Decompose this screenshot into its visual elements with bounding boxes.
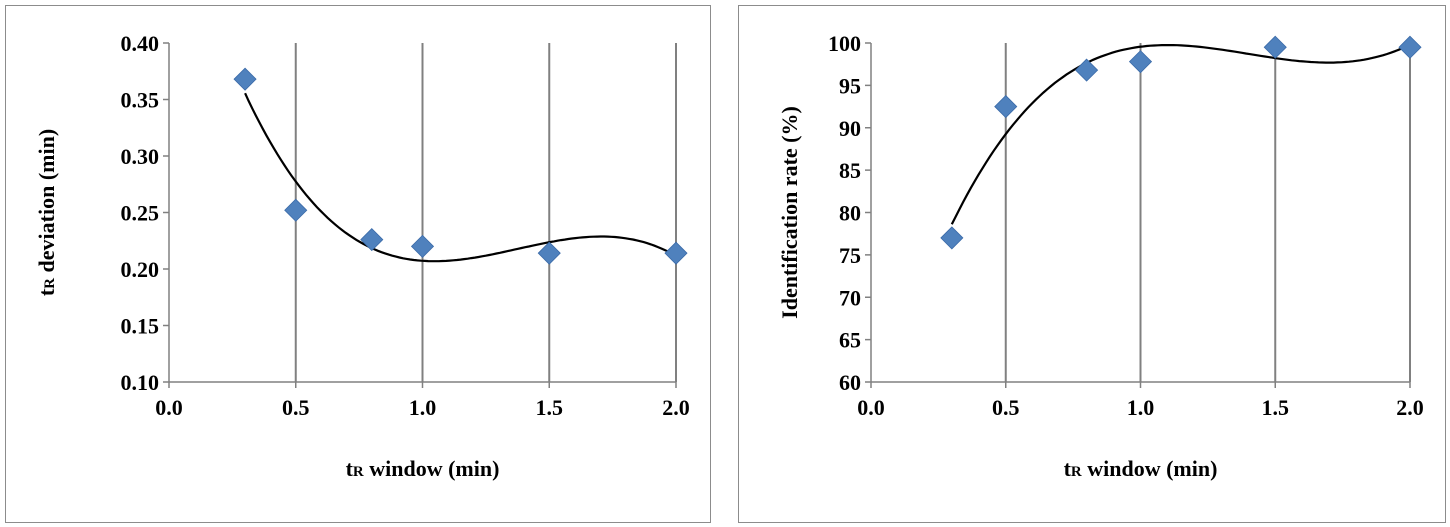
- y-tick-label: 0.40: [121, 31, 160, 56]
- chart-identification-svg: 60 65 70 75 80 85 90 95 100 0.0 0.5 1.0 1.5 2.0 tR win…: [777, 31, 1424, 481]
- x-tick-label: 2.0: [662, 395, 690, 420]
- y-tick-label: 0.20: [121, 257, 160, 282]
- y-tick-label: 100: [828, 31, 861, 56]
- x-tick-label: 1.5: [1262, 395, 1290, 420]
- x-tick-label: 2.0: [1396, 395, 1424, 420]
- y-axis-title-main: t: [34, 288, 59, 296]
- y-tick-label: 70: [839, 285, 861, 310]
- y-tick-label: 80: [839, 201, 861, 226]
- y-axis-title: tR deviation (min): [34, 129, 59, 296]
- y-axis-title-rest: deviation (min): [34, 129, 59, 278]
- data-point: [360, 228, 384, 252]
- data-point: [664, 241, 688, 265]
- data-point: [1398, 35, 1422, 59]
- data-point: [1128, 50, 1153, 74]
- y-axis-title-sub: R: [42, 278, 58, 289]
- x-tick-label: 1.0: [409, 395, 437, 420]
- x-axis-title-rest: window (min): [1082, 456, 1218, 481]
- y-tick-label: 85: [839, 158, 861, 183]
- y-tick-label: 0.25: [121, 201, 160, 226]
- x-axis-title: tR window (min): [1064, 456, 1218, 481]
- x-axis-title-sub: R: [353, 464, 364, 480]
- x-tick-label: 0.0: [155, 395, 183, 420]
- y-tick-label: 60: [839, 370, 861, 395]
- x-tick-label: 0.5: [992, 395, 1020, 420]
- x-tick-label: 0.0: [857, 395, 885, 420]
- y-tick-label: 95: [839, 73, 861, 98]
- data-point: [233, 67, 257, 91]
- data-point: [994, 94, 1018, 119]
- y-tick-label: 75: [839, 243, 861, 268]
- trendline: [244, 92, 677, 263]
- y-tick-label: 0.30: [121, 144, 160, 169]
- x-tick-label: 1.5: [536, 395, 564, 420]
- data-point: [537, 241, 561, 265]
- chart-panel-deviation: 0.10 0.15 0.20 0.25 0.30 0.35 0.40 0.0 0.5 1.0 1.5…: [5, 5, 711, 523]
- x-axis-title-sub: R: [1071, 464, 1082, 480]
- y-tick-label: 90: [839, 116, 861, 141]
- y-tick-label: 0.10: [121, 370, 160, 395]
- data-point: [284, 198, 308, 222]
- x-axis-title-main: t: [1064, 456, 1072, 481]
- x-tick-label: 1.0: [1127, 395, 1155, 420]
- data-point: [410, 234, 435, 258]
- x-tick-label: 0.5: [282, 395, 310, 420]
- data-point: [1263, 35, 1287, 59]
- chart-deviation-svg: 0.10 0.15 0.20 0.25 0.30 0.35 0.40 0.0 0.5 1.0 1.5…: [34, 31, 690, 481]
- data-point: [940, 226, 964, 250]
- y-axis-title-main: Identification rate (%): [777, 106, 802, 319]
- y-tick-label: 65: [839, 328, 861, 353]
- y-axis-title: Identification rate (%): [777, 106, 802, 319]
- data-point: [1075, 58, 1099, 82]
- y-tick-label: 0.15: [121, 314, 160, 339]
- chart-panel-identification: 60 65 70 75 80 85 90 95 100 0.0 0.5 1.0 1.5 2.0 tR win…: [738, 5, 1446, 523]
- x-axis-title: tR window (min): [346, 456, 500, 481]
- x-axis-title-rest: window (min): [364, 456, 500, 481]
- trendline: [950, 43, 1411, 225]
- y-tick-label: 0.35: [121, 88, 160, 113]
- x-axis-title-main: t: [346, 456, 354, 481]
